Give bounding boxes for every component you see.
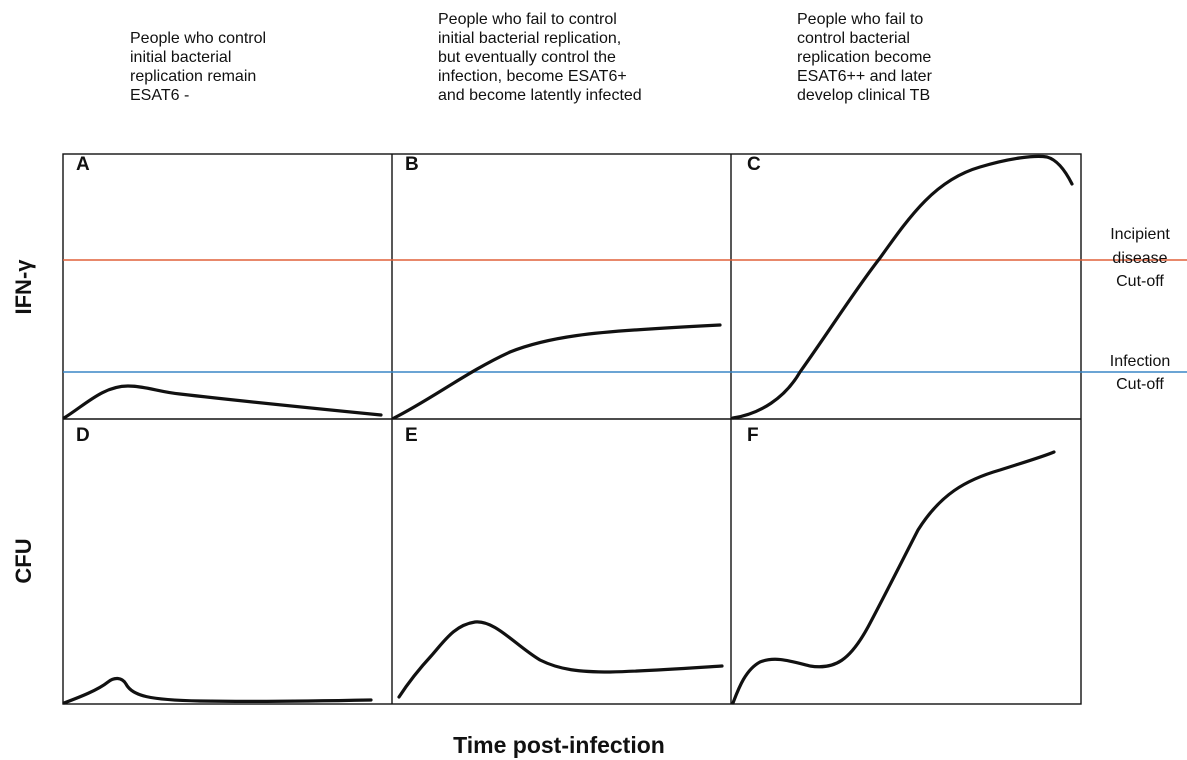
y-axis-label-cfu: CFU bbox=[11, 538, 36, 583]
header-line: replication become bbox=[797, 49, 932, 66]
column-header-b: People who fail to control initial bacte… bbox=[438, 10, 642, 105]
header-line: and become latently infected bbox=[438, 87, 642, 104]
header-line: replication remain bbox=[130, 68, 257, 85]
header-line: People who fail to bbox=[797, 11, 924, 28]
grid-frame bbox=[62, 153, 1082, 705]
x-axis-label: Time post-infection bbox=[453, 732, 665, 758]
panel-label-a: A bbox=[76, 154, 90, 175]
infection-cutoff-label-line: Cut-off bbox=[1116, 376, 1164, 393]
infection-cutoff-label-line: Infection bbox=[1110, 353, 1170, 370]
header-line: but eventually control the bbox=[438, 49, 616, 66]
header-line: infection, become ESAT6+ bbox=[438, 68, 627, 85]
header-line: initial bacterial bbox=[130, 49, 232, 66]
curve-panel-c bbox=[731, 154, 1074, 420]
column-header-c: People who fail to control bacterial rep… bbox=[797, 10, 932, 105]
header-line: ESAT6++ and later bbox=[797, 68, 932, 85]
panel-label-f: F bbox=[747, 425, 759, 446]
curve-panel-e bbox=[397, 620, 724, 699]
header-line: initial bacterial replication, bbox=[438, 30, 622, 47]
panel-grid bbox=[62, 153, 1082, 705]
panel-label-c: C bbox=[747, 154, 761, 175]
incipient-cutoff-label-line: Incipient bbox=[1110, 226, 1170, 243]
panel-label-d: D bbox=[76, 425, 90, 446]
panel-label-b: B bbox=[405, 154, 419, 175]
header-line: People who fail to control bbox=[438, 11, 617, 28]
curve-panel-d bbox=[62, 676, 373, 705]
header-line: ESAT6 - bbox=[130, 87, 190, 104]
panel-label-e: E bbox=[405, 425, 418, 446]
curves bbox=[62, 154, 1074, 705]
column-header-a: People who control initial bacterial rep… bbox=[130, 29, 266, 105]
header-line: develop clinical TB bbox=[797, 87, 931, 104]
header-line: People who control bbox=[130, 30, 267, 47]
curve-panel-f bbox=[731, 450, 1056, 705]
curve-panel-b bbox=[392, 323, 722, 420]
y-axis-label-ifn-gamma: IFN-γ bbox=[11, 259, 36, 315]
incipient-cutoff-label-line: disease bbox=[1112, 250, 1167, 267]
header-line: control bacterial bbox=[797, 30, 910, 47]
curve-panel-a bbox=[62, 384, 383, 420]
incipient-cutoff-label-line: Cut-off bbox=[1116, 273, 1164, 290]
